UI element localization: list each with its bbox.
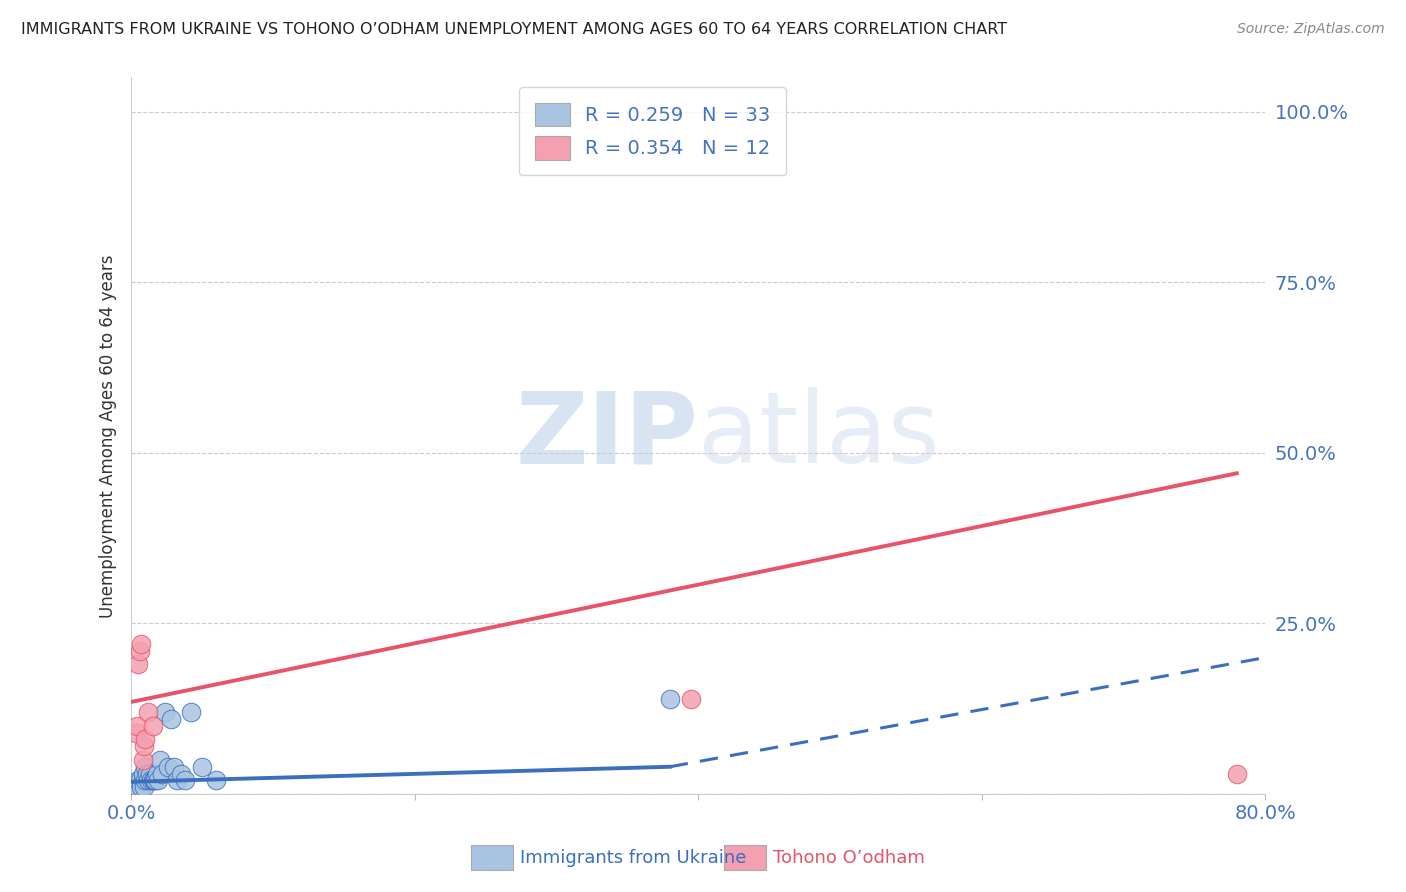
Point bbox=[148, 773, 170, 788]
Point bbox=[141, 719, 163, 733]
Point bbox=[129, 637, 152, 651]
Point bbox=[124, 780, 146, 795]
Point bbox=[135, 766, 157, 780]
Point bbox=[166, 773, 188, 788]
Point bbox=[141, 773, 163, 788]
Point bbox=[139, 773, 162, 788]
Point bbox=[205, 773, 228, 788]
Point bbox=[163, 760, 186, 774]
Point bbox=[143, 773, 166, 788]
Point bbox=[124, 725, 146, 739]
Text: IMMIGRANTS FROM UKRAINE VS TOHONO O’ODHAM UNEMPLOYMENT AMONG AGES 60 TO 64 YEARS: IMMIGRANTS FROM UKRAINE VS TOHONO O’ODHA… bbox=[21, 22, 1007, 37]
Point bbox=[131, 773, 153, 788]
Point bbox=[681, 691, 703, 706]
Point bbox=[125, 719, 148, 733]
Point bbox=[142, 773, 165, 788]
Point bbox=[136, 773, 159, 788]
Point bbox=[134, 732, 156, 747]
Point bbox=[127, 657, 149, 672]
Point bbox=[160, 712, 183, 726]
Point bbox=[131, 766, 153, 780]
Point bbox=[157, 760, 180, 774]
Point bbox=[136, 705, 159, 719]
Point bbox=[174, 773, 197, 788]
Point bbox=[129, 780, 152, 795]
Text: Source: ZipAtlas.com: Source: ZipAtlas.com bbox=[1237, 22, 1385, 37]
Y-axis label: Unemployment Among Ages 60 to 64 years: Unemployment Among Ages 60 to 64 years bbox=[100, 254, 117, 617]
Point bbox=[122, 780, 145, 795]
Text: Tohono O’odham: Tohono O’odham bbox=[773, 849, 925, 867]
Point bbox=[191, 760, 214, 774]
Point bbox=[149, 753, 172, 767]
Point bbox=[132, 739, 155, 754]
Point bbox=[134, 773, 156, 788]
Point bbox=[128, 773, 150, 788]
Point bbox=[128, 644, 150, 658]
Point bbox=[134, 760, 156, 774]
Point bbox=[131, 753, 153, 767]
Point bbox=[138, 766, 160, 780]
Text: Immigrants from Ukraine: Immigrants from Ukraine bbox=[520, 849, 747, 867]
Point bbox=[180, 705, 202, 719]
Point bbox=[658, 691, 681, 706]
Point bbox=[127, 773, 149, 788]
Point bbox=[1226, 766, 1249, 780]
Point bbox=[132, 780, 155, 795]
Point bbox=[155, 705, 177, 719]
Point bbox=[152, 766, 174, 780]
Text: ZIP: ZIP bbox=[515, 387, 699, 484]
Legend: R = 0.259   N = 33, R = 0.354   N = 12: R = 0.259 N = 33, R = 0.354 N = 12 bbox=[519, 87, 786, 176]
Point bbox=[170, 766, 193, 780]
Text: atlas: atlas bbox=[699, 387, 939, 484]
Point bbox=[125, 780, 148, 795]
Point bbox=[145, 766, 167, 780]
